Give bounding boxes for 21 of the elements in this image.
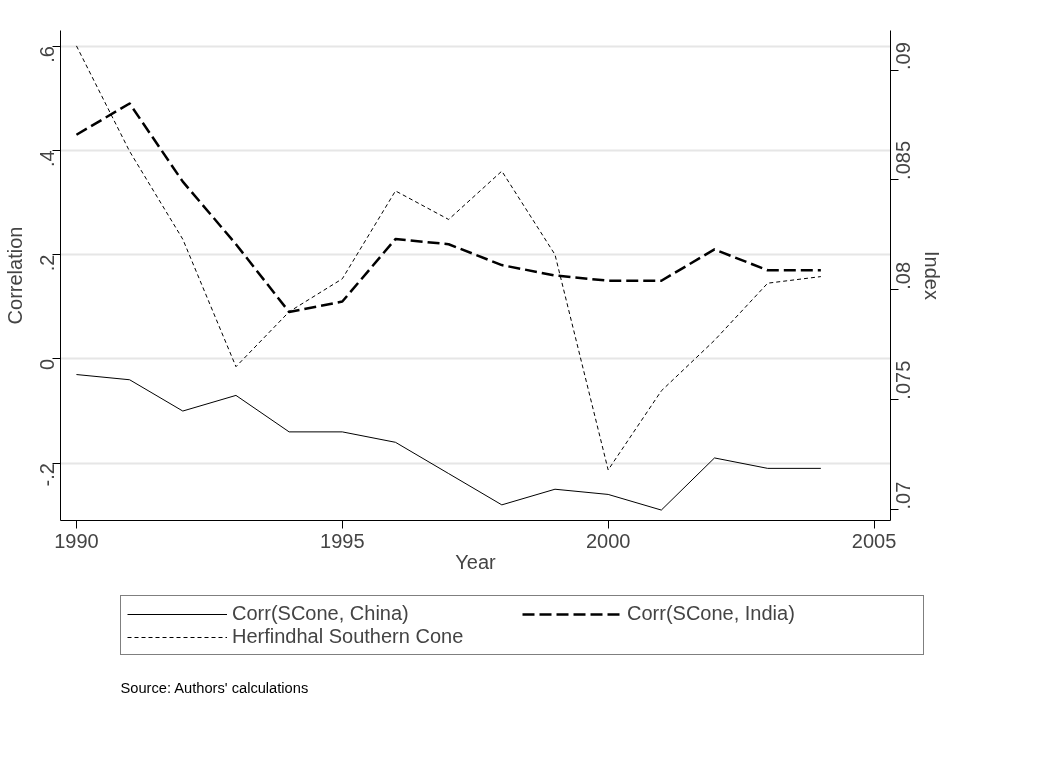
- y2-tick-label: .075: [892, 360, 915, 400]
- y2-tick-label: .08: [892, 261, 915, 290]
- y2-tick-label: .09: [892, 42, 915, 71]
- x-tick-label: 1995: [320, 529, 365, 552]
- y-tick-label: 0: [36, 358, 59, 371]
- x-axis-title: Year: [455, 550, 497, 573]
- y2-tick-label: .07: [892, 481, 915, 510]
- y2-axis-title: Index: [920, 251, 943, 300]
- y2-tick-label: .085: [892, 140, 915, 180]
- legend-label: Corr(SCone, China): [232, 602, 410, 625]
- legend-label: Corr(SCone, India): [627, 602, 796, 625]
- y-tick-label: .6: [36, 46, 59, 63]
- legend-label: Herfindhal Southern Cone: [232, 625, 465, 648]
- y-tick-label: .2: [36, 254, 59, 272]
- x-tick-label: 1990: [54, 529, 99, 552]
- x-tick-label: 2005: [851, 529, 897, 552]
- y-tick-label: -.2: [36, 463, 59, 487]
- source-note: Source: Authors' calculations: [120, 679, 309, 696]
- x-tick-label: 2000: [585, 529, 631, 552]
- y-axis-title: Correlation: [3, 226, 26, 325]
- y-tick-label: .4: [36, 150, 59, 168]
